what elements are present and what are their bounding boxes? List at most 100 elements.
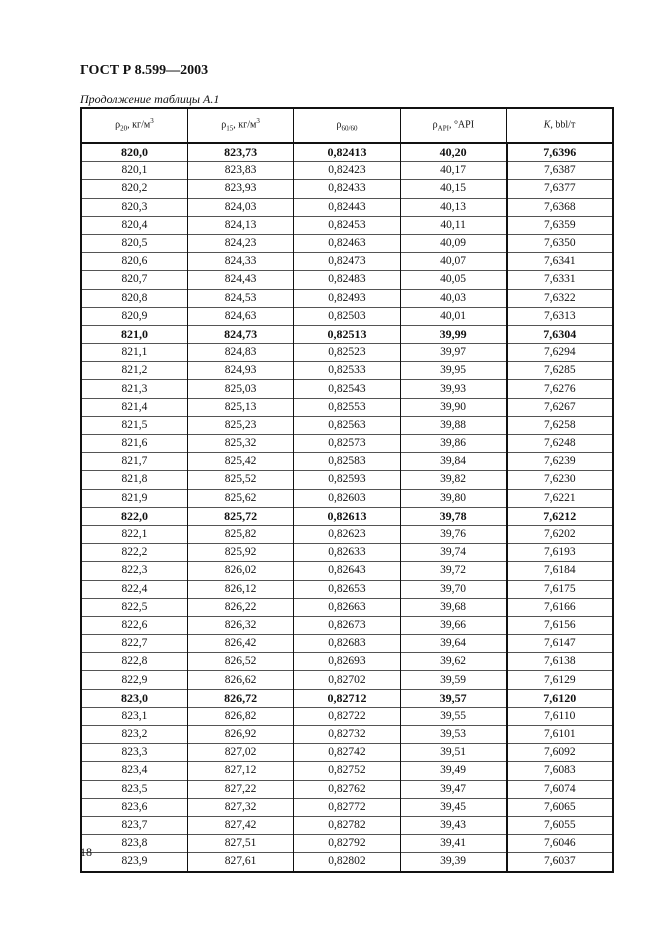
table-cell: 826,42 — [186, 634, 295, 653]
table-cell: 822,2 — [80, 543, 188, 562]
table-cell: 822,7 — [80, 634, 188, 653]
table-cell: 39,86 — [399, 434, 508, 453]
table-cell: 827,51 — [186, 834, 295, 853]
table-cell: 825,62 — [186, 489, 295, 508]
column-symbol: ρ — [432, 119, 438, 131]
table-row: 820,8 824,53 0,82493 40,03 7,6322 — [80, 289, 614, 308]
table-cell: 825,52 — [186, 470, 295, 490]
table-row: 823,9 827,61 0,82802 39,39 7,6037 — [80, 852, 614, 872]
table-row: 821,6 825,32 0,82573 39,86 7,6248 — [80, 434, 614, 453]
table-cell: 39,72 — [399, 561, 508, 580]
table-cell: 823,9 — [80, 852, 188, 872]
table-row: 820,5 824,23 0,82463 40,09 7,6350 — [80, 234, 614, 253]
table-cell: 7,6037 — [506, 852, 614, 872]
table-cell: 39,70 — [399, 580, 508, 599]
table-cell: 824,43 — [186, 270, 295, 289]
table-cell: 39,62 — [399, 652, 508, 671]
table-row: 821,5 825,23 0,82563 39,88 7,6258 — [80, 416, 614, 435]
table-cell: 820,2 — [80, 179, 188, 199]
table-cell: 0,82762 — [293, 780, 401, 799]
table-row: 820,2 823,93 0,82433 40,15 7,6377 — [80, 179, 614, 199]
table-cell: 40,20 — [399, 143, 508, 162]
table-cell: 827,12 — [186, 761, 295, 781]
table-cell: 0,82732 — [293, 725, 401, 744]
table-cell: 7,6138 — [506, 652, 614, 671]
table-cell: 7,6046 — [506, 834, 614, 853]
table-cell: 0,82423 — [293, 161, 401, 180]
column-header: K, bbl/т — [506, 108, 614, 144]
table-row: 820,0 823,73 0,82413 40,20 7,6396 — [80, 143, 614, 162]
table-cell: 821,1 — [80, 343, 188, 362]
table-cell: 7,6193 — [506, 543, 614, 562]
column-subscript: 60/60 — [341, 124, 358, 133]
table-cell: 823,3 — [80, 743, 188, 762]
table-row: 822,9 826,62 0,82702 39,59 7,6129 — [80, 670, 614, 690]
table-cell: 7,6239 — [506, 452, 614, 471]
table-header-row: ρ20, кг/м3 ρ15, кг/м3 ρ60/60 ρAPI, °API K, b… — [80, 108, 614, 144]
table-cell: 40,07 — [399, 252, 508, 271]
table-cell: 823,4 — [80, 761, 188, 781]
table-cell: 821,7 — [80, 452, 188, 471]
table-row: 822,3 826,02 0,82643 39,72 7,6184 — [80, 561, 614, 580]
table-cell: 823,0 — [80, 689, 188, 708]
table-cell: 40,11 — [399, 216, 508, 235]
table-row: 821,0 824,73 0,82513 39,99 7,6304 — [80, 325, 614, 344]
table-cell: 0,82473 — [293, 252, 401, 271]
table-cell: 0,82752 — [293, 761, 401, 781]
table-cell: 7,6184 — [506, 561, 614, 580]
table-cell: 823,6 — [80, 798, 188, 817]
table-cell: 825,72 — [186, 507, 295, 526]
table-cell: 39,80 — [399, 489, 508, 508]
table-cell: 7,6212 — [506, 507, 614, 526]
table-cell: 39,90 — [399, 398, 508, 417]
table-cell: 0,82533 — [293, 361, 401, 380]
table-cell: 7,6285 — [506, 361, 614, 380]
table-cell: 0,82553 — [293, 398, 401, 417]
table-cell: 821,4 — [80, 398, 188, 417]
table-row: 821,2 824,93 0,82533 39,95 7,6285 — [80, 361, 614, 380]
table-cell: 39,88 — [399, 416, 508, 435]
density-table: ρ20, кг/м3 ρ15, кг/м3 ρ60/60 ρAPI, °API K, b… — [80, 107, 614, 873]
table-cell: 821,3 — [80, 379, 188, 399]
table-row: 823,2 826,92 0,82732 39,53 7,6101 — [80, 725, 614, 744]
table-cell: 0,82563 — [293, 416, 401, 435]
table-cell: 822,6 — [80, 616, 188, 635]
table-cell: 39,64 — [399, 634, 508, 653]
table-cell: 826,62 — [186, 670, 295, 690]
table-row: 823,0 826,72 0,82712 39,57 7,6120 — [80, 689, 614, 708]
table-cell: 824,33 — [186, 252, 295, 271]
table-cell: 0,82712 — [293, 689, 401, 708]
table-cell: 7,6110 — [506, 707, 614, 726]
table-cell: 0,82593 — [293, 470, 401, 490]
table-cell: 39,53 — [399, 725, 508, 744]
table-cell: 39,93 — [399, 379, 508, 399]
table-cell: 824,63 — [186, 307, 295, 326]
table-row: 823,6 827,32 0,82772 39,45 7,6065 — [80, 798, 614, 817]
table-cell: 826,22 — [186, 598, 295, 617]
column-unit: , кг/м — [127, 119, 151, 131]
table-cell: 7,6322 — [506, 289, 614, 308]
table-cell: 39,49 — [399, 761, 508, 781]
table-cell: 7,6248 — [506, 434, 614, 453]
table-cell: 39,41 — [399, 834, 508, 853]
table-cell: 7,6258 — [506, 416, 614, 435]
table-cell: 821,0 — [80, 325, 188, 344]
document-title: ГОСТ Р 8.599—2003 — [80, 63, 209, 78]
table-cell: 7,6101 — [506, 725, 614, 744]
table-cell: 820,4 — [80, 216, 188, 235]
table-cell: 824,53 — [186, 289, 295, 308]
table-cell: 827,32 — [186, 798, 295, 817]
table-cell: 0,82523 — [293, 343, 401, 362]
table-cell: 7,6083 — [506, 761, 614, 781]
table-cell: 0,82443 — [293, 198, 401, 217]
table-cell: 39,76 — [399, 525, 508, 544]
table-cell: 822,3 — [80, 561, 188, 580]
table-cell: 39,47 — [399, 780, 508, 799]
table-cell: 7,6055 — [506, 816, 614, 835]
table-row: 821,3 825,03 0,82543 39,93 7,6276 — [80, 379, 614, 399]
table-cell: 0,82792 — [293, 834, 401, 853]
table-cell: 820,1 — [80, 161, 188, 180]
table-cell: 0,82653 — [293, 580, 401, 599]
table-cell: 7,6276 — [506, 379, 614, 399]
table-row: 823,4 827,12 0,82752 39,49 7,6083 — [80, 761, 614, 781]
